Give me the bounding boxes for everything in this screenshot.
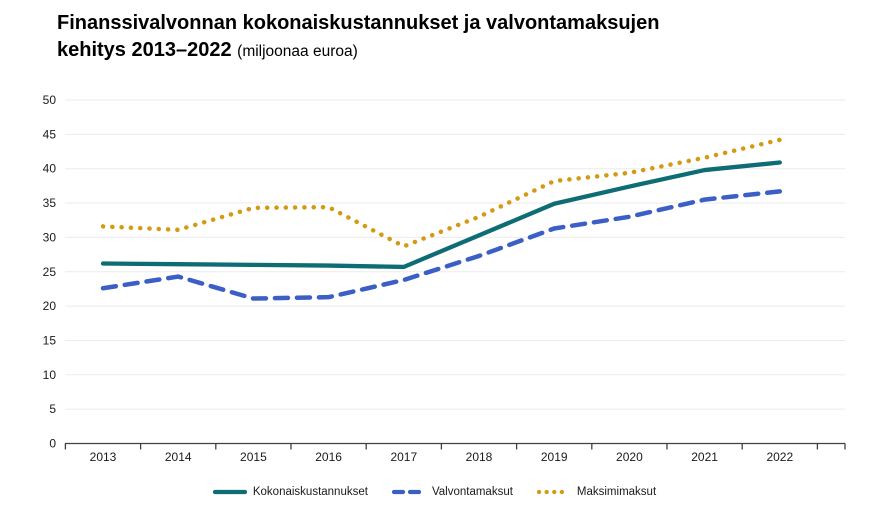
y-axis-label: 50: [43, 93, 57, 107]
x-axis-label: 2019: [541, 450, 568, 464]
legend-label: Maksimimaksut: [576, 486, 657, 498]
y-axis-label: 0: [49, 437, 56, 451]
series-line-kokonaiskustannukset: [100, 160, 782, 270]
y-axis-label: 40: [43, 162, 57, 176]
legend-swatch-dashed-line: [391, 489, 426, 495]
chart-title: Finanssivalvonnan kokonaiskustannukset j…: [57, 10, 725, 63]
x-axis-label: 2013: [90, 450, 117, 464]
legend-item-kokonaiskustannukset: Kokonaiskustannukset: [212, 486, 368, 498]
legend-swatch-solid-line: [212, 489, 247, 495]
x-axis-label: 2017: [390, 450, 417, 464]
x-axis-label: 2015: [240, 450, 267, 464]
y-axis-label: 10: [43, 368, 57, 382]
y-axis-label: 35: [43, 196, 57, 210]
x-axis-label: 2014: [165, 450, 192, 464]
chart-legend: Kokonaiskustannukset Valvontamaksut Maks…: [0, 486, 869, 498]
y-axis-label: 25: [43, 265, 57, 279]
series-line-valvontamaksut: [100, 189, 783, 301]
x-axis-label: 2022: [766, 450, 793, 464]
chart-title-text: Finanssivalvonnan kokonaiskustannukset j…: [57, 12, 660, 61]
y-axis-label: 30: [43, 230, 57, 244]
y-axis-label: 5: [49, 402, 56, 416]
legend-swatch-dotted-line: [536, 489, 571, 495]
series-line-maksimimaksut: [100, 137, 783, 249]
x-axis-label: 2016: [315, 450, 342, 464]
x-axis-label: 2018: [466, 450, 493, 464]
y-axis-label: 45: [43, 127, 57, 141]
legend-label: Kokonaiskustannukset: [252, 486, 368, 498]
x-axis-label: 2021: [691, 450, 718, 464]
legend-item-valvontamaksut: Valvontamaksut: [391, 486, 513, 498]
legend-item-maksimimaksut: Maksimimaksut: [536, 486, 657, 498]
chart-title-unit: (miljoonaa euroa): [237, 42, 358, 60]
x-axis-label: 2020: [616, 450, 643, 464]
line-chart: 0 5 10 15 20 25 30 35 40 45 50 2013 2014 2015 2016 2017…: [43, 93, 846, 464]
y-axis-label: 20: [43, 299, 57, 313]
y-axis-label: 15: [43, 333, 57, 347]
legend-label: Valvontamaksut: [431, 486, 513, 498]
